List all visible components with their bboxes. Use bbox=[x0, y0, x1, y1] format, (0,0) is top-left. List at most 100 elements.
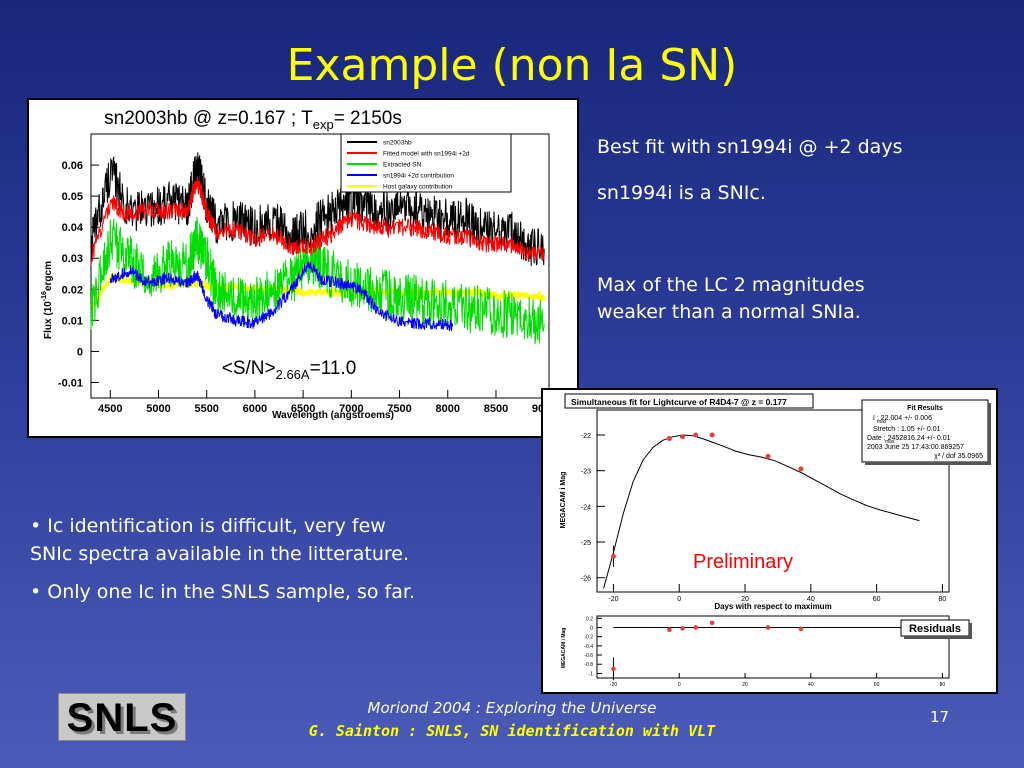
residuals-point bbox=[798, 626, 804, 632]
fit-chi2: χ² / dof 35.0965 bbox=[934, 453, 983, 460]
lightcurve-xtick-label: 20 bbox=[741, 596, 749, 603]
lightcurve-point bbox=[709, 432, 715, 438]
spectrum-series-2 bbox=[90, 216, 545, 345]
lightcurve-panel: Simultaneous fit for Lightcurve of R4D4-… bbox=[541, 388, 998, 694]
spectrum-panel: sn2003hb @ z=0.167 ; Texp= 2150s -0.01 0 0… bbox=[27, 98, 579, 438]
spectrum-ytick-label: 0.06 bbox=[62, 160, 83, 172]
lightcurve-point bbox=[765, 453, 771, 459]
fit-results-box: Fit Results I : 22.004 +/- 0.006 max Str… bbox=[861, 399, 991, 465]
max-lc-text-1: Max of the LC 2 magnitudes bbox=[597, 274, 865, 296]
residuals-ytick-label: -1 bbox=[589, 671, 594, 677]
bullet-1-line-2: SNIc spectra available in the litteratur… bbox=[30, 543, 409, 565]
residuals-ytick-label: -0.6 bbox=[584, 653, 593, 659]
lightcurve-ytick-label: -23 bbox=[581, 469, 591, 476]
lightcurve-title: Simultaneous fit for Lightcurve of R4D4-… bbox=[571, 397, 787, 407]
footer-author: G. Sainton : SNLS, SN identification wit… bbox=[308, 722, 716, 740]
lightcurve-point bbox=[680, 434, 686, 440]
spectrum-ytick-label: 0.02 bbox=[62, 284, 83, 296]
spectrum-series-4 bbox=[90, 271, 546, 314]
spectrum-title: sn2003hb @ z=0.167 ; Texp= 2150s bbox=[104, 108, 402, 132]
residuals-ytick-label: -0.2 bbox=[584, 635, 593, 641]
spectrum-ytick-label: 0.04 bbox=[62, 222, 84, 234]
residuals-ytick-label: 0 bbox=[590, 625, 593, 631]
spectrum-xtick-label: 8500 bbox=[484, 403, 508, 415]
page-number: 17 bbox=[930, 708, 950, 726]
fit-lmax-sub: max bbox=[877, 419, 887, 425]
lightcurve-ylabel: MEGACAM i Mag bbox=[560, 472, 567, 529]
lightcurve-xlabel: Days with respect to maximum bbox=[714, 602, 831, 611]
residuals-ytick-label: 0.2 bbox=[586, 616, 593, 622]
residuals-xtick-label: 60 bbox=[874, 682, 880, 688]
residuals-point bbox=[693, 625, 698, 630]
best-fit-text: Best fit with sn1994i @ +2 days bbox=[597, 136, 903, 158]
spectrum-legend-label: Fitted model with sn1994i +2d bbox=[383, 151, 470, 158]
spectrum-xtick-label: 5500 bbox=[194, 403, 218, 415]
lightcurve-xtick-label: 80 bbox=[939, 596, 947, 603]
fit-results-title: Fit Results bbox=[907, 405, 943, 412]
lightcurve-chart: Simultaneous fit for Lightcurve of R4D4-… bbox=[560, 393, 991, 688]
lightcurve-title-box bbox=[564, 393, 814, 409]
spectrum-legend-label: sn2003hb bbox=[383, 140, 412, 147]
lightcurve-xtick-label: -20 bbox=[608, 596, 618, 603]
lightcurve-xtick-label: 60 bbox=[873, 596, 881, 603]
slide-title: Example (non Ia SN) bbox=[286, 40, 738, 91]
lightcurve-point bbox=[610, 553, 616, 559]
lightcurve-xtick-label: 40 bbox=[807, 596, 815, 603]
residuals-xtick-label: 40 bbox=[808, 682, 814, 688]
lightcurve-ytick-label: -22 bbox=[581, 433, 591, 440]
residuals-point bbox=[765, 625, 771, 630]
spectrum-xtick-label: 6000 bbox=[243, 403, 267, 415]
spectrum-ytick-label: 0.05 bbox=[62, 191, 83, 203]
residuals-xtick-label: 80 bbox=[940, 682, 946, 688]
residuals-frame bbox=[596, 615, 950, 679]
fit-lmax: I : 22.004 +/- 0.006 bbox=[873, 415, 932, 422]
bullet-1-line-1: • Ic identification is difficult, very f… bbox=[30, 515, 386, 537]
lightcurve-point bbox=[798, 466, 804, 472]
spectrum-xlabel: Wavelength (angstroems) bbox=[272, 410, 394, 421]
spectrum-xtick-label: 7500 bbox=[387, 403, 411, 415]
lightcurve-ytick-label: -24 bbox=[581, 504, 591, 511]
residuals-ylabel: MEGACAM i Mag bbox=[561, 628, 567, 669]
lightcurve-fit-line bbox=[603, 434, 920, 589]
spectrum-ylabel: Flux (10-16ergcm bbox=[41, 261, 54, 339]
lightcurve-point bbox=[666, 436, 672, 442]
spectrum-ytick-label: -0.01 bbox=[58, 377, 83, 389]
preliminary-label: Preliminary bbox=[693, 551, 793, 573]
fit-stretch: Stretch : 1.05 +/- 0.01 bbox=[873, 426, 941, 433]
spectrum-series-3 bbox=[109, 261, 454, 332]
residuals-point bbox=[680, 626, 685, 631]
residuals-point bbox=[667, 627, 672, 633]
fit-date: Date : 2452816.24 +/- 0.01 bbox=[867, 435, 951, 442]
fit-date-sub: max bbox=[885, 439, 895, 445]
lightcurve-ytick-label: -25 bbox=[581, 540, 591, 547]
spectrum-ytick-label: 0.01 bbox=[62, 315, 83, 327]
spectrum-chart: sn2003hb @ z=0.167 ; Texp= 2150s -0.01 0 0… bbox=[41, 108, 556, 421]
spectrum-series-0 bbox=[90, 152, 545, 267]
residuals-ytick-label: -0.4 bbox=[584, 644, 593, 650]
spectrum-xtick-label: 8000 bbox=[436, 403, 460, 415]
spectrum-legend-label: Host galaxy contribution bbox=[383, 184, 453, 191]
spectrum-xtick-label: 6500 bbox=[291, 403, 315, 415]
lightcurve-xtick-label: 0 bbox=[677, 596, 681, 603]
residuals-xtick-label: 20 bbox=[742, 682, 748, 688]
spectrum-ytick-label: 0 bbox=[77, 346, 83, 358]
lightcurve-ytick-label: -26 bbox=[581, 576, 591, 583]
spectrum-ytick-label: 0.03 bbox=[62, 253, 83, 265]
snic-text: sn1994i is a SNIc. bbox=[597, 182, 766, 204]
residuals-xtick-label: 0 bbox=[678, 682, 681, 688]
spectrum-legend-label: sn1994i +2d contribution bbox=[383, 173, 454, 180]
residuals-xtick-label: -20 bbox=[610, 682, 617, 688]
spectrum-xtick-label: 5000 bbox=[146, 403, 170, 415]
fit-date-line2: 2003 June 25 17:43:00.869257 bbox=[867, 444, 964, 451]
snr-annotation: <S/N>2.66A=11.0 bbox=[222, 358, 357, 382]
snls-logo: SNLS bbox=[58, 693, 186, 741]
max-lc-text-2: weaker than a normal SNIa. bbox=[597, 301, 861, 323]
footer-conference: Moriond 2004 : Exploring the Universe bbox=[367, 699, 657, 717]
residuals-point bbox=[611, 666, 616, 672]
bullet-list: • Ic identification is difficult, very f… bbox=[30, 512, 535, 606]
spectrum-legend: sn2003hb Fitted model with sn1994i +2d Ext… bbox=[340, 133, 512, 193]
lightcurve-point bbox=[693, 432, 699, 438]
spectrum-xtick-label: 4500 bbox=[98, 403, 122, 415]
spectrum-xtick-label: 7000 bbox=[339, 403, 363, 415]
spectrum-legend-label: Extracted SN bbox=[383, 162, 422, 169]
